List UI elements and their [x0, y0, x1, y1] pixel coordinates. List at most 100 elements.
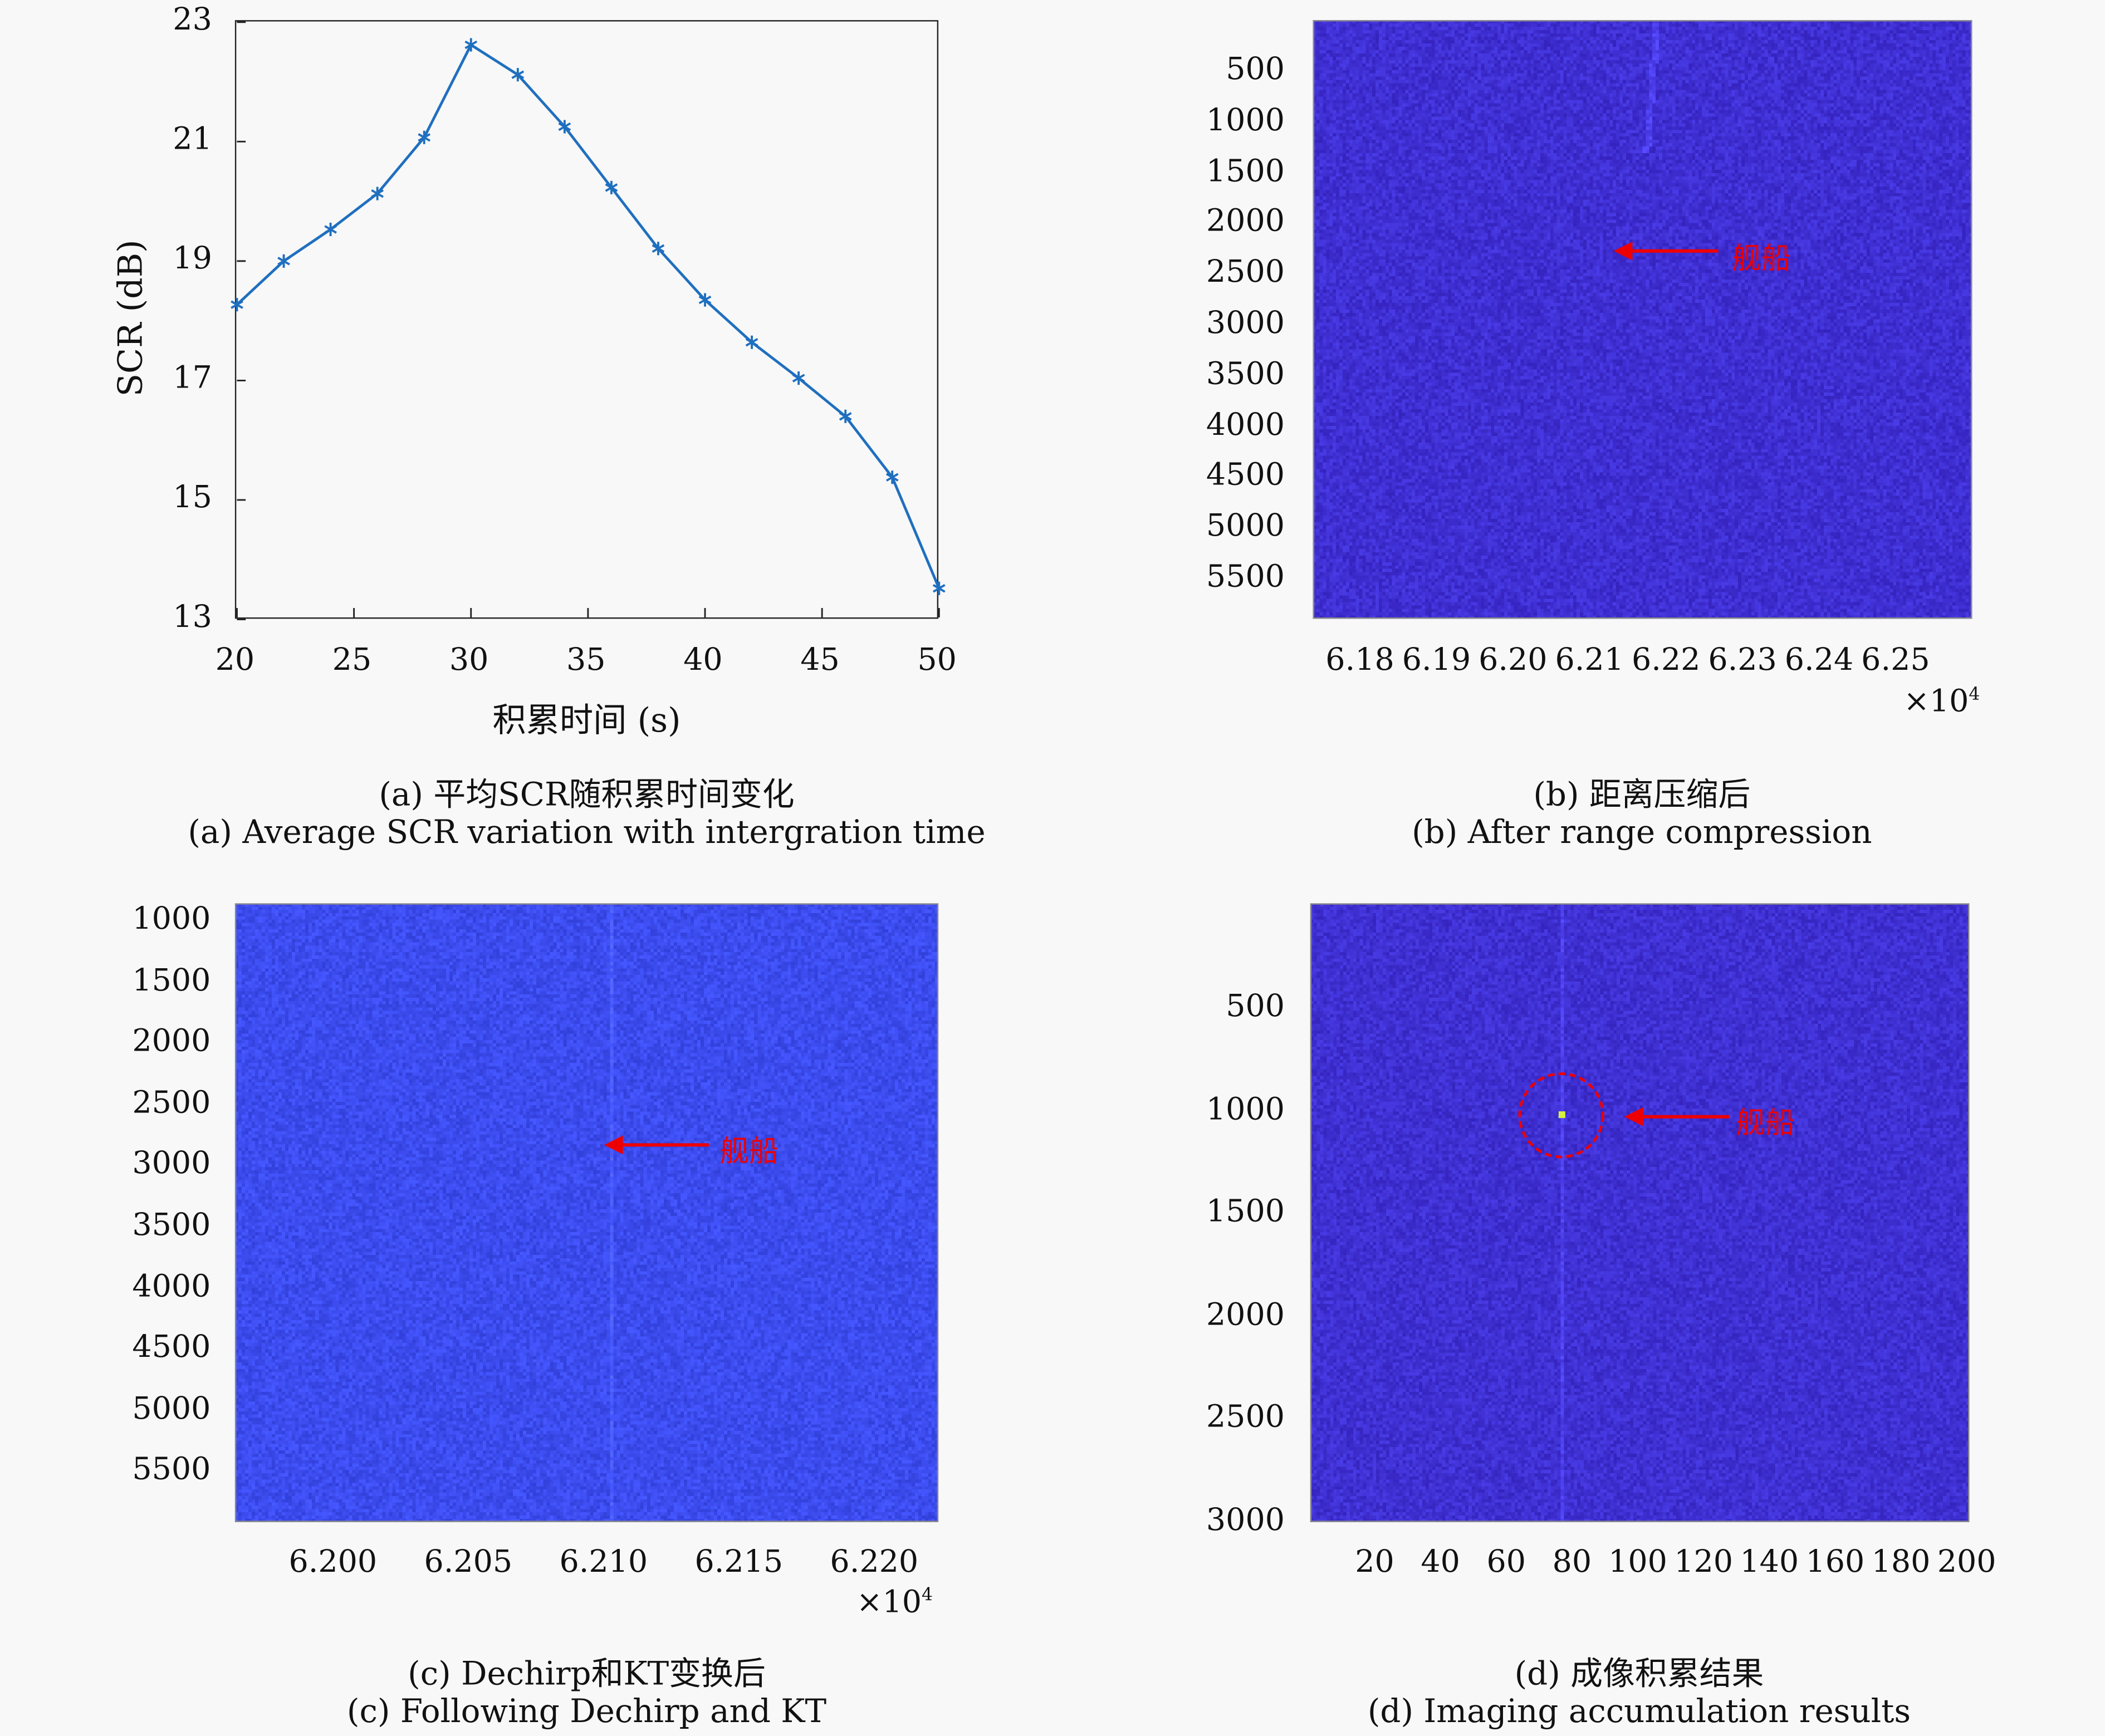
- data-point-marker: [698, 292, 711, 306]
- caption-a-cn: (a) 平均SCR随积累时间变化: [379, 776, 795, 813]
- y-tick-label: 3000: [1206, 1503, 1285, 1538]
- x-tick-label: 120: [1674, 1544, 1734, 1580]
- scr-series-line: [235, 42, 940, 589]
- target-circle: [1518, 1072, 1604, 1159]
- data-point-marker: [277, 253, 290, 267]
- y-tick-label: 2000: [1206, 1297, 1285, 1333]
- y-tick-label: 13: [173, 600, 212, 635]
- caption-d-cn: (d) 成像积累结果: [1514, 1655, 1764, 1693]
- x-tick-label: 60: [1486, 1544, 1526, 1580]
- y-tick-label: 2500: [1206, 1400, 1285, 1435]
- y-tick-label: 17: [173, 361, 212, 396]
- caption-b-cn: (b) 距离压缩后: [1533, 776, 1751, 813]
- x-tick-label: 180: [1871, 1544, 1931, 1580]
- data-point-marker: [885, 469, 898, 484]
- x-tick-label: 6.205: [424, 1544, 513, 1580]
- x-tick-label: 50: [917, 643, 957, 678]
- data-point-marker: [229, 297, 243, 311]
- y-tick-label: 3500: [132, 1208, 211, 1243]
- ship-annotation-d: 舰船: [1736, 1107, 1795, 1141]
- x-tick-label: 20: [215, 643, 255, 678]
- x-tick-label: 40: [1421, 1544, 1460, 1580]
- y-tick-label: 4500: [132, 1330, 211, 1366]
- caption-c-cn: (c) Dechirp和KT变换后: [408, 1655, 766, 1693]
- x-tick-label: 80: [1552, 1544, 1592, 1580]
- x-tick-label: 6.24: [1784, 643, 1854, 678]
- y-tick-label: 2500: [1206, 255, 1285, 291]
- data-point-marker: [417, 130, 430, 144]
- x-tick-label: 140: [1740, 1544, 1799, 1580]
- x-tick-label: 6.23: [1708, 643, 1777, 678]
- data-point-marker: [370, 186, 383, 200]
- x-tick-label: 160: [1805, 1544, 1865, 1580]
- y-tick-label: 19: [173, 241, 212, 277]
- x-axis-label: 积累时间 (s): [492, 700, 681, 740]
- panel-c-frame: [234, 903, 939, 1522]
- x-tick-label: 6.18: [1325, 643, 1394, 678]
- x-tick-label: 6.220: [830, 1544, 919, 1580]
- y-tick-label: 1500: [1206, 1194, 1285, 1230]
- y-tick-label: 4000: [132, 1269, 211, 1305]
- x-tick-label: 6.215: [694, 1544, 784, 1580]
- y-tick-label: 3500: [1206, 356, 1285, 392]
- ship-annotation-c: 舰船: [719, 1135, 779, 1169]
- ship-annotation-b: 舰船: [1731, 243, 1791, 277]
- panel-b-frame: [1313, 20, 1972, 619]
- y-tick-label: 2500: [132, 1085, 211, 1121]
- y-tick-label: 2000: [1206, 204, 1285, 240]
- x-tick-label: 30: [449, 643, 489, 678]
- data-point-marker: [464, 37, 477, 51]
- caption-c-en: (c) Following Dechirp and KT: [346, 1692, 827, 1730]
- scr-line-plot: [229, 21, 945, 620]
- y-tick-label: 4000: [1206, 407, 1285, 443]
- x-tick-label: 6.21: [1555, 643, 1624, 678]
- y-tick-label: 5500: [1206, 560, 1285, 595]
- arrow-icon: [1624, 1107, 1729, 1126]
- x-tick-label: 35: [566, 643, 606, 678]
- caption-a-en: (a) Average SCR variation with intergrat…: [188, 813, 986, 851]
- caption-b-en: (b) After range compression: [1412, 813, 1872, 851]
- y-tick-label: 5500: [132, 1453, 211, 1488]
- y-tick-label: 500: [1226, 989, 1285, 1024]
- data-point-marker: [557, 119, 570, 133]
- y-tick-label: 3000: [1206, 306, 1285, 341]
- data-point-marker: [604, 180, 618, 194]
- data-point-marker: [324, 222, 336, 236]
- data-point-marker: [791, 370, 805, 384]
- arrow-icon: [604, 1135, 709, 1155]
- y-tick-label: 21: [173, 122, 212, 158]
- data-point-marker: [932, 581, 945, 595]
- panel-a-axes: [229, 20, 945, 620]
- y-tick-label: 1000: [1206, 103, 1285, 138]
- x-tick-label: 6.20: [1479, 643, 1548, 678]
- y-tick-label: 1500: [1206, 154, 1285, 189]
- imaging-result-heatmap: [1310, 903, 1970, 1522]
- y-tick-label: 15: [173, 480, 212, 516]
- x-tick-label: 45: [800, 643, 840, 678]
- x-tick-label: 6.200: [288, 1544, 378, 1580]
- caption-d-en: (d) Imaging accumulation results: [1367, 1692, 1911, 1730]
- x-tick-label: 100: [1608, 1544, 1667, 1580]
- y-tick-label: 1000: [132, 901, 211, 937]
- y-tick-label: 1000: [1206, 1092, 1285, 1127]
- x-exponent-b: ×104: [1903, 684, 1980, 720]
- x-tick-label: 20: [1355, 1544, 1394, 1580]
- y-tick-label: 2000: [132, 1024, 211, 1060]
- arrow-icon: [1613, 241, 1719, 261]
- y-tick-label: 3000: [132, 1146, 211, 1182]
- y-tick-label: 5000: [1206, 509, 1285, 544]
- panel-d-frame: [1310, 903, 1970, 1522]
- x-tick-label: 25: [332, 643, 372, 678]
- x-tick-label: 6.25: [1861, 643, 1930, 678]
- y-axis-label: SCR (dB): [110, 239, 150, 397]
- x-tick-label: 200: [1937, 1544, 1996, 1580]
- x-tick-label: 40: [683, 643, 723, 678]
- x-tick-label: 6.19: [1402, 643, 1471, 678]
- y-tick-label: 5000: [132, 1391, 211, 1427]
- x-exponent-c: ×104: [856, 1585, 933, 1620]
- range-compression-heatmap: [1313, 20, 1972, 619]
- y-tick-label: 4500: [1206, 458, 1285, 493]
- y-tick-label: 1500: [132, 963, 211, 998]
- data-point-marker: [651, 241, 664, 255]
